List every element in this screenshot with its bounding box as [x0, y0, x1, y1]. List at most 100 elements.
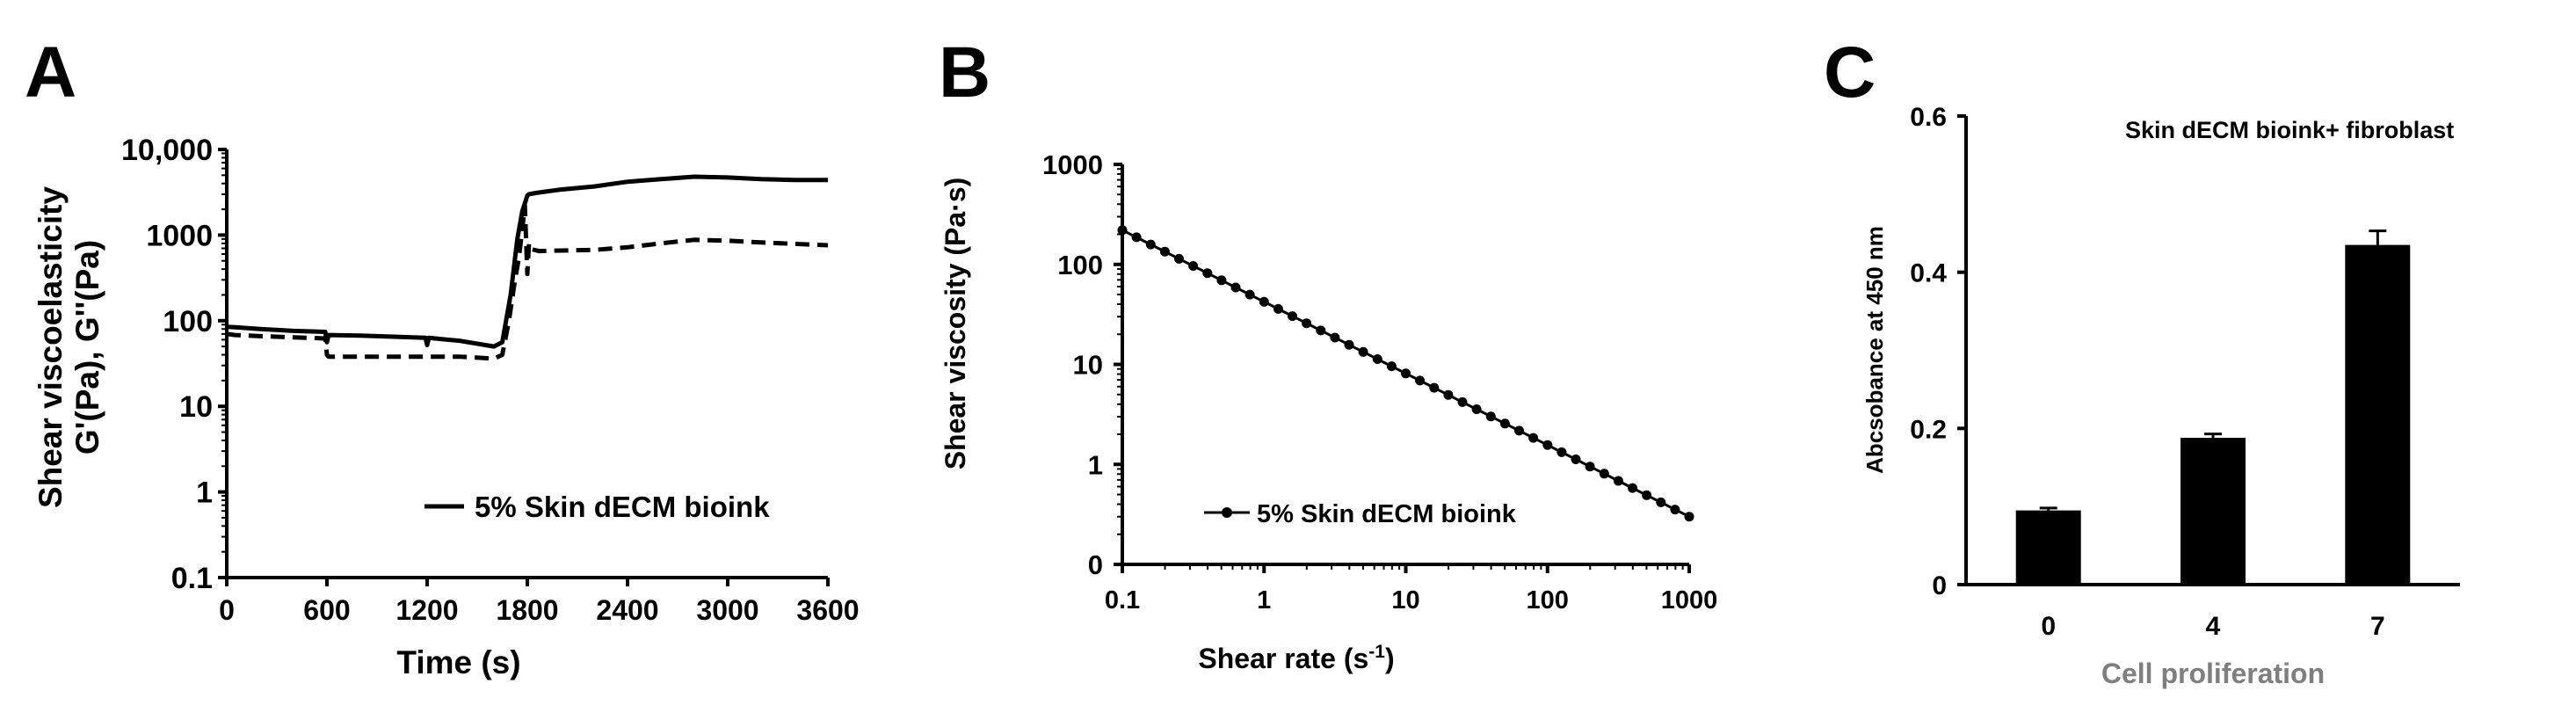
panel-b-data-point — [1415, 375, 1426, 386]
panel-a-x-tick-label: 3600 — [796, 594, 859, 626]
panel-b-y-tick-label: 10 — [1073, 350, 1103, 381]
panel-a-x-tick-label: 0 — [219, 594, 235, 626]
panel-b-data-point — [1386, 361, 1397, 372]
panel-b-data-point — [1117, 225, 1128, 236]
panel-b-y-tick-label: 100 — [1057, 250, 1103, 280]
panel-c-y-tick-label: 0 — [1932, 571, 1947, 600]
panel-c-letter: C — [1824, 33, 1876, 113]
panel-a-legend-label: 5% Skin dECM bioink — [475, 491, 770, 523]
panel-b-data-point — [1656, 497, 1666, 507]
panel-b-y-axis-label: Shear viscosity (Pa·s) — [940, 178, 971, 470]
panel-a-y-tick-label: 100 — [163, 305, 213, 338]
panel-a-x-tick-label: 2400 — [596, 594, 658, 626]
panel-a-series-loss-modulus — [226, 203, 829, 361]
panel-b-x-tick-label: 1 — [1257, 586, 1271, 615]
panel-c-y-tick-label: 0.2 — [1910, 415, 1947, 444]
panel-b-legend-marker — [1222, 507, 1232, 518]
panel-b-data-point — [1316, 325, 1326, 336]
panel-a-y-tick-label: 1000 — [146, 219, 213, 252]
panel-b-data-point — [1571, 455, 1581, 464]
panel-b-x-axis-label-sup: -1 — [1368, 642, 1385, 662]
panel-b-x-axis-label: Shear rate (s-1) — [1198, 642, 1394, 674]
panel-a-y-axis-label-line2: G'(Pa), G''(Pa) — [69, 240, 105, 455]
panel-a-y-tick-label: 1 — [196, 476, 213, 510]
panel-b-data-point — [1457, 396, 1468, 407]
panel-b-x-tick-label: 1000 — [1661, 586, 1718, 615]
panel-b-data-point — [1556, 447, 1567, 457]
panel-b-data-point — [1514, 425, 1524, 436]
panel-b-data-point — [1485, 411, 1496, 422]
panel-b-data-point — [1244, 289, 1255, 300]
panel-b-data-point — [1372, 354, 1382, 364]
panel-b-data-point — [1131, 232, 1142, 243]
panel-a-y-tick-label: 0.1 — [171, 562, 213, 595]
panel-c-title: Skin dECM bioink+ fibroblast — [2125, 117, 2454, 143]
panel-b-data-point — [1288, 311, 1297, 322]
panel-b-x-axis-label-text: Shear rate (s — [1198, 643, 1368, 674]
panel-a-x-tick-label: 1200 — [395, 594, 458, 626]
panel-b-x-tick-label: 100 — [1527, 586, 1569, 615]
panel-b-data-point — [1443, 389, 1454, 400]
panel-b-data-point — [1344, 339, 1354, 350]
panel-b-data-point — [1585, 462, 1595, 472]
panel-a-series — [226, 174, 829, 361]
panel-c-x-tick-label: 7 — [2370, 612, 2385, 641]
panel-c-x-tick-label: 4 — [2206, 612, 2221, 641]
panel-b: B 0 1 10 100 1000 0.1 1 10 100 1000 Shear rate (s… — [939, 33, 1717, 674]
panel-b-y-tick-label: 1 — [1088, 449, 1103, 480]
panel-b-data-point — [1471, 404, 1482, 414]
panel-c-y-axis-label: Abcsobance at 450 nm — [1861, 226, 1888, 474]
panel-b-series — [1117, 225, 1694, 522]
panel-b-data-point — [1599, 469, 1609, 479]
panel-b-axes: 0 1 10 100 1000 0.1 1 10 100 1000 — [1042, 149, 1717, 615]
panel-b-data-point — [1330, 332, 1340, 343]
panel-c-bar — [2015, 510, 2081, 585]
panel-b-data-point — [1358, 346, 1368, 357]
panel-a-x-tick-label: 600 — [303, 594, 350, 626]
panel-a-y-axis-label-line1: Shear viscoelasticity — [33, 186, 69, 509]
panel-b-data-point — [1613, 476, 1623, 486]
panel-b-y-tick-label: 0 — [1088, 549, 1103, 580]
panel-c-x-axis-label: Cell proliferation — [2101, 658, 2325, 689]
panel-b-data-point — [1273, 303, 1283, 314]
panel-a-x-tick-label: 1800 — [496, 594, 558, 626]
panel-a: A 0.1 1 10 100 1000 10,000 0 600 1200 1800 2400 300… — [25, 33, 860, 680]
panel-b-data-point — [1684, 512, 1694, 522]
panel-b-x-tick-label: 10 — [1391, 586, 1419, 615]
panel-b-data-point — [1628, 483, 1637, 493]
panel-a-y-tick-label: 10 — [179, 390, 213, 424]
panel-b-data-point — [1528, 433, 1539, 443]
panel-a-axes: 0.1 1 10 100 1000 10,000 0 600 1200 1800 2400 3000 3… — [121, 134, 860, 626]
panel-b-data-point — [1670, 505, 1680, 515]
panel-b-data-point — [1216, 275, 1227, 286]
panel-c-y-tick-label: 0.6 — [1910, 103, 1947, 132]
panel-b-legend-label: 5% Skin dECM bioink — [1257, 500, 1517, 528]
panel-a-letter: A — [25, 33, 76, 113]
panel-c-bar — [2345, 244, 2411, 585]
panel-b-data-point — [1642, 490, 1652, 500]
panel-b-x-tick-label: 0.1 — [1105, 586, 1140, 615]
panel-b-data-point — [1145, 239, 1156, 250]
panel-b-data-point — [1159, 246, 1170, 257]
panel-c-bar — [2181, 438, 2246, 585]
panel-c-y-tick-label: 0.4 — [1910, 259, 1947, 288]
panel-b-letter: B — [939, 33, 990, 113]
panel-b-data-point — [1202, 268, 1213, 279]
panel-b-x-axis-label-end: ) — [1385, 643, 1395, 674]
panel-a-x-tick-label: 3000 — [696, 594, 758, 626]
panel-a-x-axis-label: Time (s) — [396, 644, 520, 680]
panel-c: C Skin dECM bioink+ fibroblast 0 0.2 0.4 0.… — [1824, 33, 2460, 689]
panel-b-data-point — [1174, 253, 1184, 264]
panel-a-y-tick-label: 10,000 — [121, 134, 213, 167]
panel-b-data-point — [1259, 296, 1269, 307]
panel-c-bars: 0 4 7 — [2015, 229, 2411, 641]
panel-b-data-point — [1188, 261, 1199, 271]
panel-b-data-point — [1302, 318, 1312, 329]
panel-b-data-point — [1401, 368, 1411, 379]
panel-c-x-tick-label: 0 — [2041, 612, 2056, 641]
panel-b-data-point — [1429, 382, 1440, 393]
panel-b-data-point — [1499, 418, 1510, 429]
panel-b-data-point — [1230, 282, 1241, 293]
panel-b-y-tick-label: 1000 — [1042, 149, 1103, 180]
